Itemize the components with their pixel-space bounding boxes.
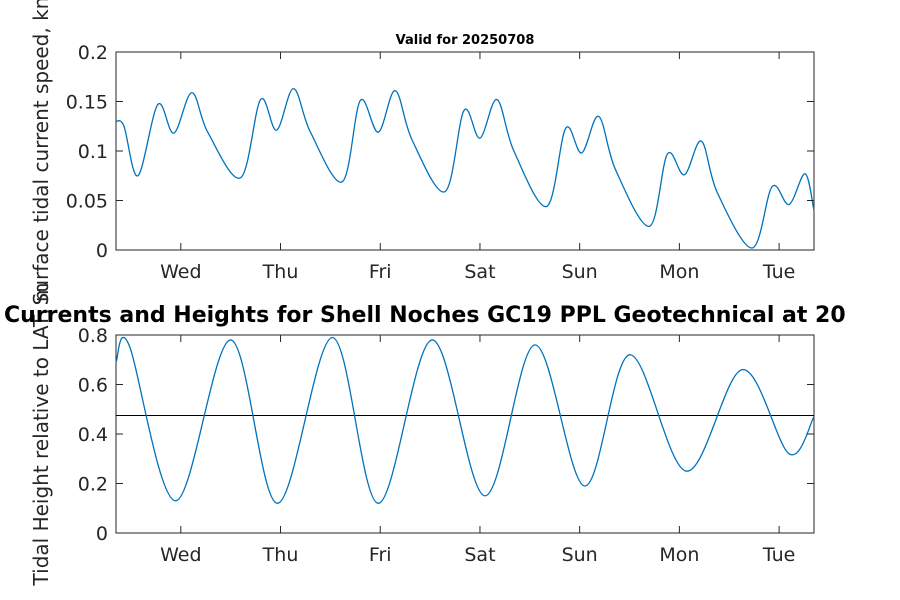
current-speed-x-tick-label: Mon	[659, 261, 699, 283]
tidal-height-x-tick-label: Wed	[160, 544, 201, 566]
current-speed-x-tick-label: Sat	[464, 261, 495, 283]
tidal-height-plot-area	[115, 334, 815, 534]
current-speed-series-line	[115, 87, 815, 249]
current-speed-y-tick-label: 0.05	[66, 191, 108, 213]
current-speed-chart-title: Valid for 20250708	[396, 33, 535, 48]
current-speed-y-tick-label: 0.2	[78, 42, 108, 64]
current-speed-plot-area	[115, 51, 815, 251]
tidal-height-y-tick-label: 0.8	[78, 325, 108, 347]
tidal-height-y-tick-label: 0.6	[78, 375, 108, 397]
current-speed-y-ticks: 0 0.05 0.1 0.15 0.2	[66, 42, 814, 262]
current-speed-x-tick-label: Thu	[262, 261, 299, 283]
current-speed-y-tick-label: 0	[96, 240, 108, 262]
current-speed-x-tick-label: Sun	[562, 261, 598, 283]
current-speed-x-ticks: Wed Thu Fri Sat Sun Mon Tue	[160, 52, 795, 283]
current-speed-y-tick-label: 0.1	[78, 141, 108, 163]
tidal-height-x-tick-label: Fri	[369, 544, 392, 566]
current-speed-y-axis-label: Surface tidal current speed, kn	[29, 0, 53, 305]
tidal-height-y-ticks: 0 0.2 0.4 0.6 0.8	[78, 325, 814, 545]
tidal-height-x-ticks: Wed Thu Fri Sat Sun Mon Tue	[160, 335, 795, 566]
tidal-height-y-axis-label: Tidal Height relative to LAT, m	[29, 283, 53, 587]
tidal-height-x-tick-label: Sat	[464, 544, 495, 566]
tidal-height-y-tick-label: 0	[96, 523, 108, 545]
tidal-height-y-tick-label: 0.2	[78, 474, 108, 496]
current-speed-y-tick-label: 0.15	[66, 92, 108, 114]
current-speed-x-tick-label: Wed	[160, 261, 201, 283]
tidal-height-x-tick-label: Thu	[262, 544, 299, 566]
tidal-height-x-tick-label: Mon	[659, 544, 699, 566]
tidal-height-x-tick-label: Sun	[562, 544, 598, 566]
tidal-height-chart: 0 0.2 0.4 0.6 0.8 Wed Thu Fri Sat Sun Mon Tue Tida…	[29, 283, 815, 587]
tidal-height-y-tick-label: 0.4	[78, 424, 108, 446]
current-speed-x-tick-label: Tue	[762, 261, 795, 283]
current-speed-x-tick-label: Fri	[369, 261, 392, 283]
current-speed-chart: 0 0.05 0.1 0.15 0.2 Wed Thu Fri Sat Sun Mon Tue Va…	[29, 0, 815, 305]
tidal-height-x-tick-label: Tue	[762, 544, 795, 566]
tidal-height-series-line	[115, 336, 815, 504]
figure-title: Currents and Heights for Shell Noches GC…	[4, 303, 846, 328]
